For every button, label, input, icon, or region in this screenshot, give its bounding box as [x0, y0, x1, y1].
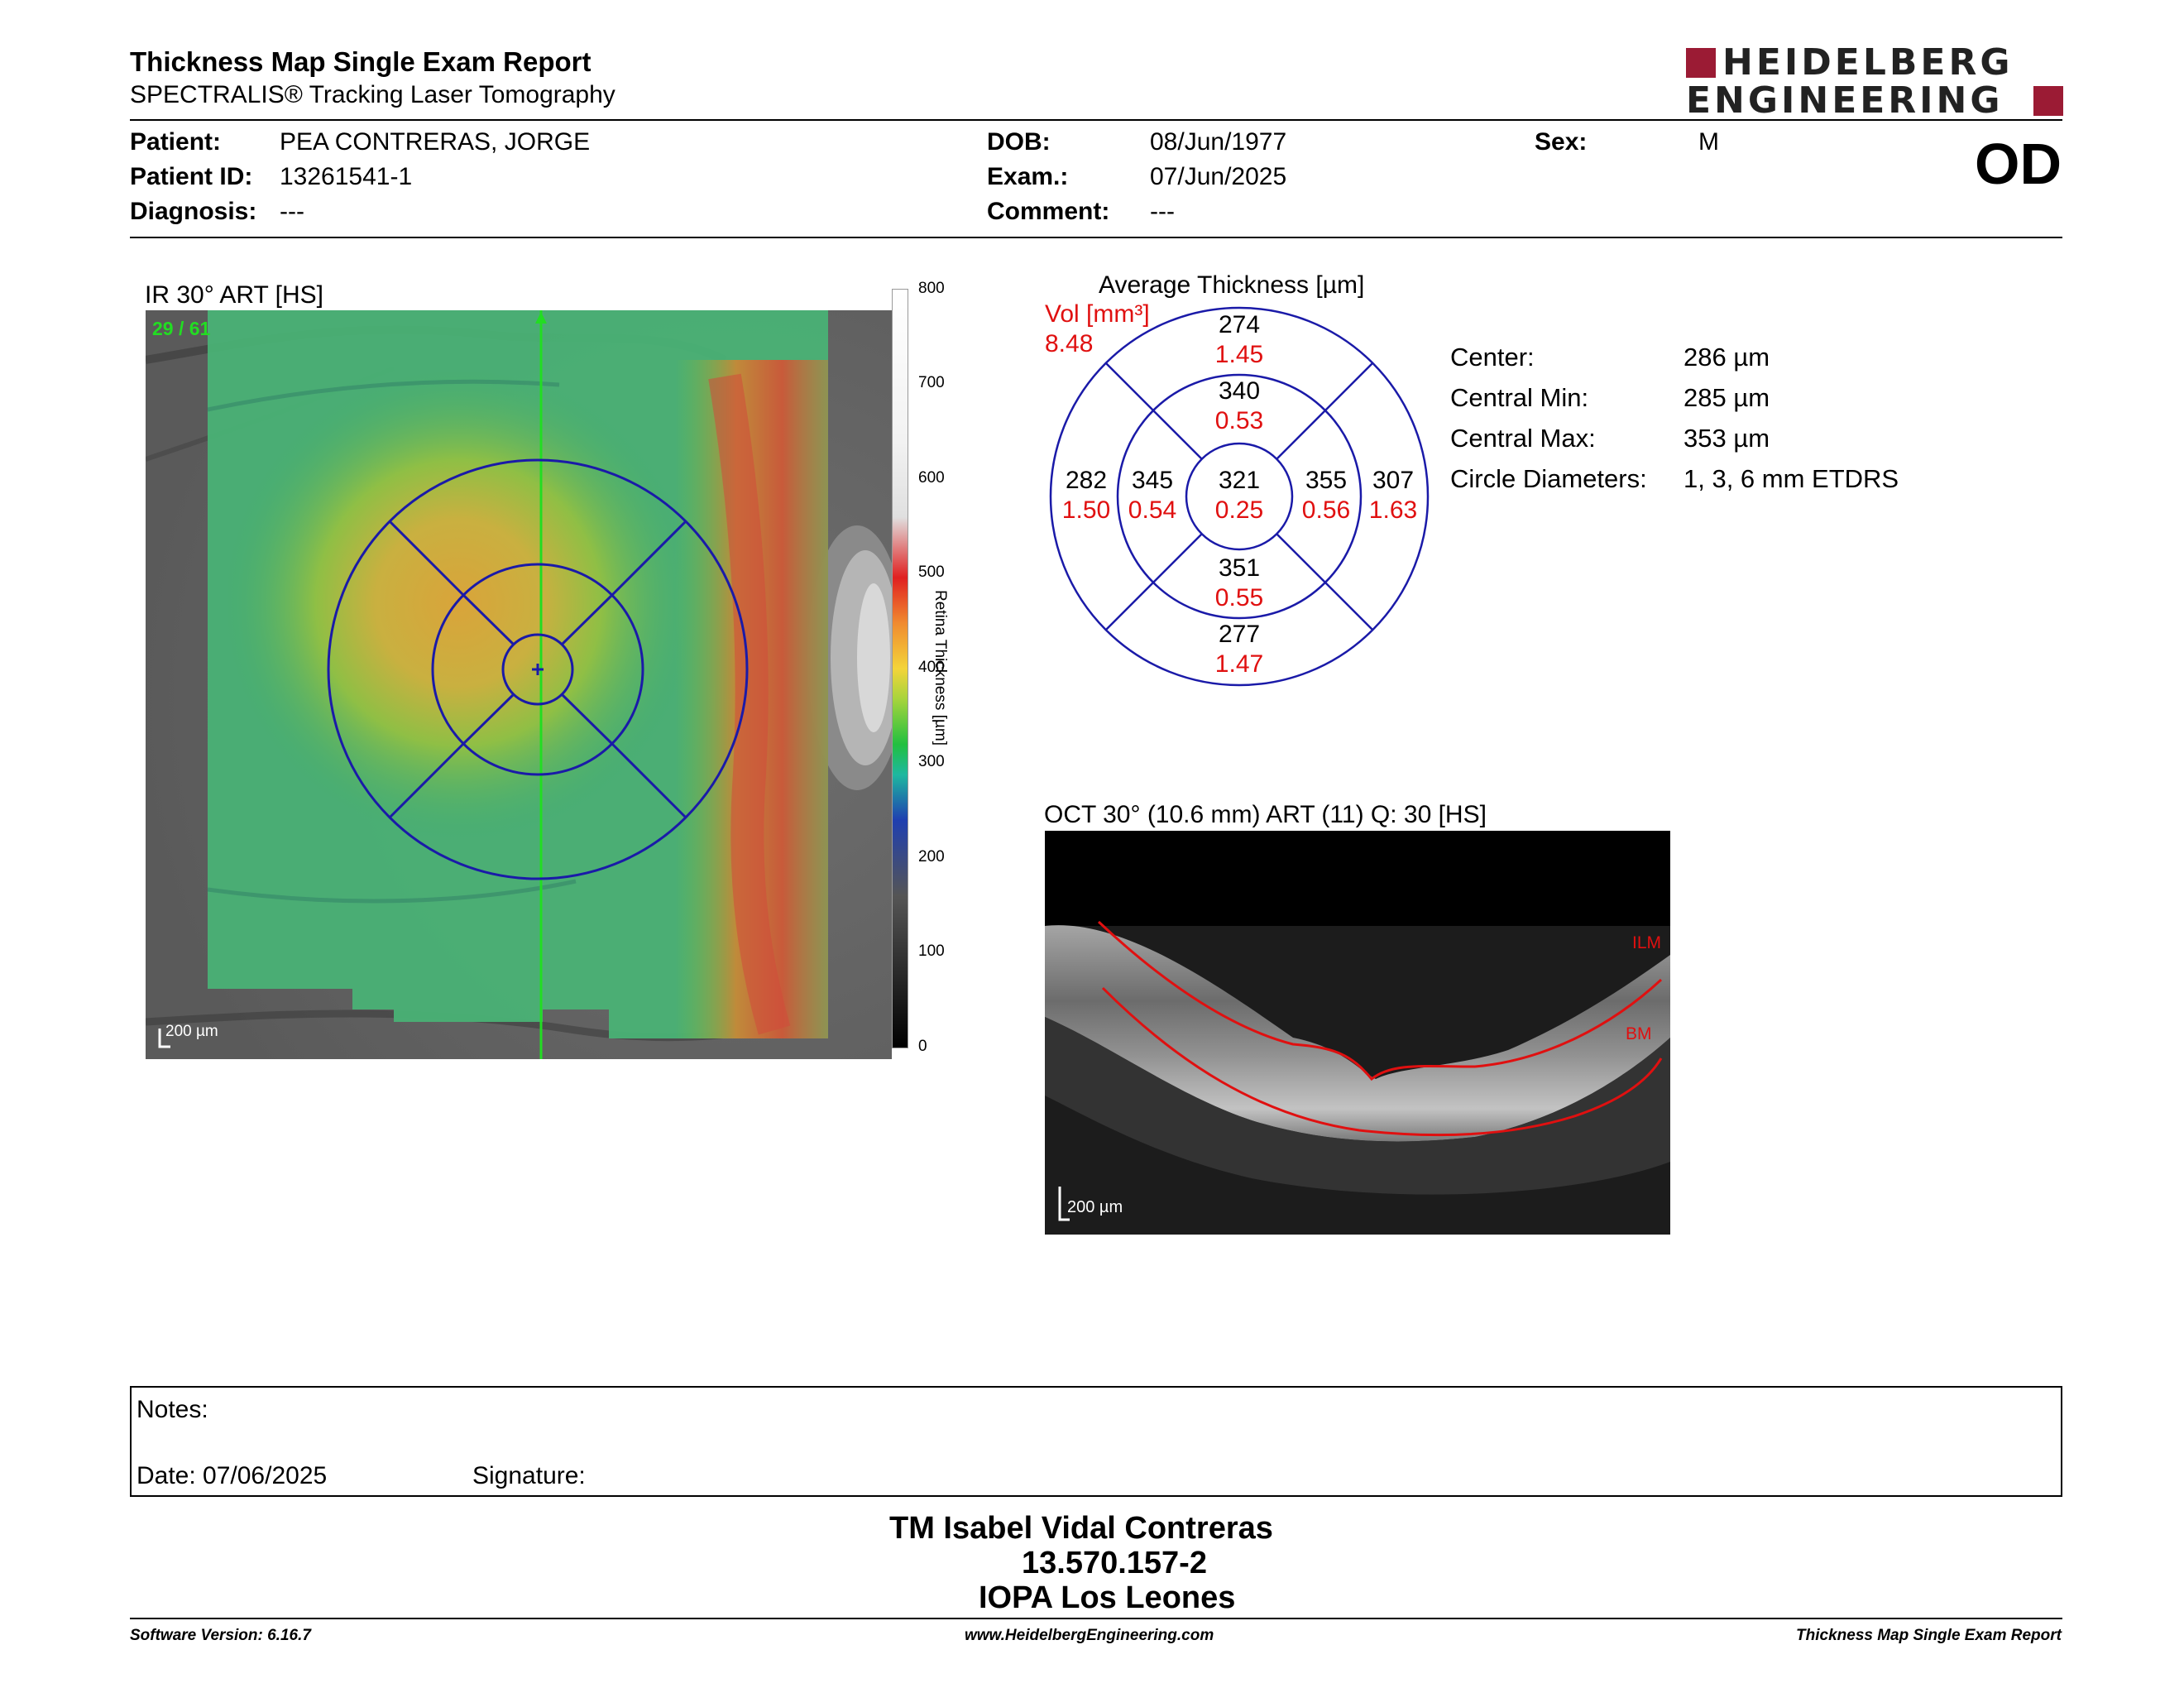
etdrs-title: Average Thickness [µm]: [1099, 271, 1365, 299]
diagnosis-value: ---: [280, 198, 304, 225]
frame-counter: 29 / 61: [152, 318, 211, 339]
notes-date: Date: 07/06/2025: [136, 1462, 328, 1489]
logo-line-2: ENGINEERING: [1686, 79, 2004, 122]
colorbar-tick: 500: [918, 563, 945, 581]
center-value: 286 µm: [1684, 343, 1770, 372]
header-rule: [130, 119, 2062, 121]
dob-label: DOB:: [987, 128, 1051, 156]
colorbar-tick: 100: [918, 942, 945, 960]
signer-id: 13.570.157-2: [1022, 1546, 1207, 1580]
inner-superior-thickness: 340: [1218, 377, 1261, 405]
outer-temporal-volume: 1.63: [1368, 496, 1418, 524]
colorbar-tick: 700: [918, 374, 945, 391]
sex-value: M: [1698, 128, 1719, 156]
website: www.HeidelbergEngineering.com: [965, 1627, 1214, 1644]
colorbar-tick: 200: [918, 848, 945, 866]
vol-total: 8.48: [1045, 330, 1094, 357]
outer-superior-thickness: 274: [1218, 311, 1261, 338]
circle-diameters-label: Circle Diameters:: [1450, 464, 1647, 493]
signer-name: TM Isabel Vidal Contreras: [889, 1511, 1273, 1546]
bm-label: BM: [1626, 1024, 1652, 1043]
oct-bscan-image: [1045, 831, 1670, 1235]
outer-temporal-thickness: 307: [1372, 467, 1415, 494]
exam-value: 07/Jun/2025: [1150, 163, 1287, 190]
outer-superior-volume: 1.45: [1214, 341, 1264, 368]
patient-id: 13261541-1: [280, 163, 413, 190]
report-title: Thickness Map Single Exam Report: [130, 46, 592, 77]
circle-diameters-value: 1, 3, 6 mm ETDRS: [1684, 464, 1899, 493]
vol-label: Vol [mm³]: [1045, 300, 1150, 328]
outer-inferior-thickness: 277: [1218, 621, 1261, 648]
ilm-label: ILM: [1632, 933, 1662, 952]
thickness-map-image: [146, 310, 892, 1059]
center-label: Center:: [1450, 343, 1535, 372]
colorbar-tick: 400: [918, 659, 945, 676]
footer-report-name: Thickness Map Single Exam Report: [1796, 1627, 2062, 1644]
patient-id-label: Patient ID:: [130, 163, 253, 190]
comment-value: ---: [1150, 198, 1175, 225]
logo-square-top: [1686, 48, 1716, 78]
logo-square-bottom: [2033, 86, 2063, 116]
center-thickness: 321: [1218, 467, 1261, 494]
signature-label: Signature:: [472, 1462, 586, 1489]
dob-value: 08/Jun/1977: [1150, 128, 1287, 156]
oct-scale-label: 200 µm: [1067, 1198, 1123, 1216]
ir-scale-label: 200 µm: [165, 1023, 218, 1040]
inner-inferior-volume: 0.55: [1214, 584, 1264, 611]
sex-label: Sex:: [1535, 128, 1588, 156]
inner-inferior-thickness: 351: [1218, 554, 1261, 582]
inner-nasal-volume: 0.54: [1128, 496, 1177, 524]
central-min-label: Central Min:: [1450, 383, 1589, 412]
colorbar-tick: 0: [918, 1038, 927, 1055]
footer-rule: [130, 1618, 2062, 1619]
inner-superior-volume: 0.53: [1214, 407, 1264, 434]
central-max-value: 353 µm: [1684, 424, 1770, 453]
etdrs-grid: [1049, 306, 1430, 687]
inner-temporal-volume: 0.56: [1301, 496, 1351, 524]
report-subtitle: SPECTRALIS® Tracking Laser Tomography: [130, 81, 615, 108]
patient-label: Patient:: [130, 128, 222, 156]
central-min-value: 285 µm: [1684, 383, 1770, 412]
diagnosis-label: Diagnosis:: [130, 198, 257, 225]
inner-nasal-thickness: 345: [1131, 467, 1174, 494]
colorbar-tick: 300: [918, 753, 945, 770]
colorbar-tick: 600: [918, 469, 945, 487]
center-volume: 0.25: [1214, 496, 1264, 524]
outer-nasal-volume: 1.50: [1061, 496, 1111, 524]
outer-nasal-thickness: 282: [1065, 467, 1108, 494]
signer-institution: IOPA Los Leones: [979, 1580, 1236, 1615]
central-max-label: Central Max:: [1450, 424, 1596, 453]
software-version: Software Version: 6.16.7: [130, 1627, 311, 1644]
colorbar-label: Retina Thickness [µm]: [932, 590, 949, 746]
colorbar-tick: 800: [918, 280, 945, 297]
logo-line-1: HEIDELBERG: [1722, 41, 2014, 84]
notes-box: Notes: Date: 07/06/2025 Signature:: [130, 1386, 2062, 1497]
thickness-colorbar: [892, 289, 908, 1048]
exam-label: Exam.:: [987, 163, 1069, 190]
patient-rule: [130, 237, 2062, 238]
eye-label: OD: [1975, 132, 2062, 196]
notes-label: Notes:: [136, 1396, 208, 1423]
comment-label: Comment:: [987, 198, 1110, 225]
oct-title: OCT 30° (10.6 mm) ART (11) Q: 30 [HS]: [1044, 801, 1487, 828]
ir-title: IR 30° ART [HS]: [145, 281, 323, 309]
outer-inferior-volume: 1.47: [1214, 650, 1264, 678]
inner-temporal-thickness: 355: [1305, 467, 1348, 494]
patient-name: PEA CONTRERAS, JORGE: [280, 128, 591, 156]
